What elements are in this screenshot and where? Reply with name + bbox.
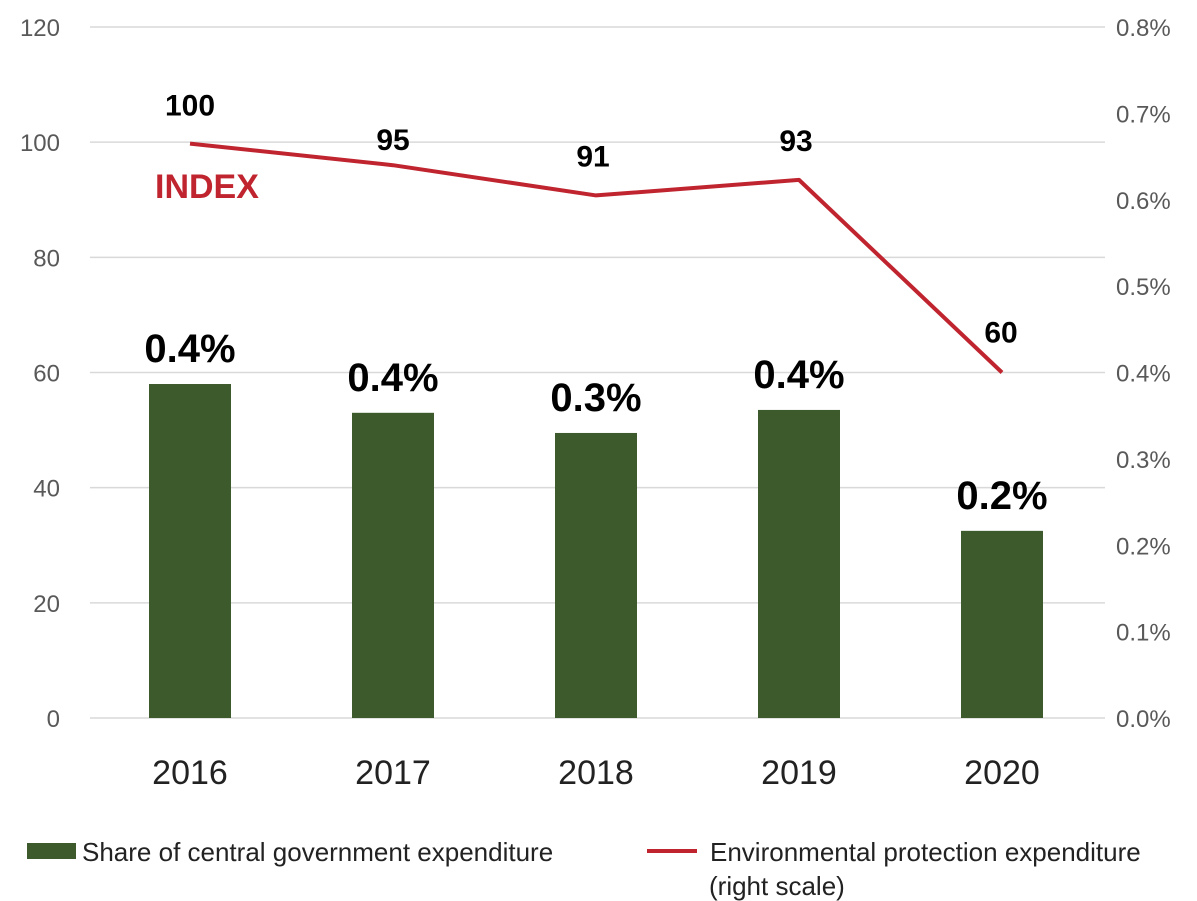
line-data-label: 95: [376, 124, 409, 157]
left-axis: 0 20 40 60 80 100 120: [20, 15, 60, 733]
x-tick-label: 2019: [761, 754, 837, 792]
legend: Share of central government expenditure …: [27, 837, 1141, 901]
line-data-label: 91: [576, 140, 609, 173]
y-right-tick-label: 0.7%: [1116, 101, 1171, 128]
y-right-tick-label: 0.1%: [1116, 620, 1171, 647]
legend-bar-label: Share of central government expenditure: [82, 837, 553, 867]
bar: [149, 384, 231, 718]
y-left-tick-label: 20: [33, 591, 60, 618]
x-tick-label: 2017: [355, 754, 431, 792]
y-right-tick-label: 0.3%: [1116, 447, 1171, 474]
bar: [961, 530, 1043, 718]
y-right-tick-label: 0.5%: [1116, 274, 1171, 301]
bar-data-label: 0.4%: [347, 356, 438, 400]
y-left-tick-label: 40: [33, 476, 60, 503]
legend-line-label: Environmental protection expenditure: [710, 837, 1141, 867]
x-tick-label: 2016: [152, 754, 228, 792]
line-data-label: 93: [779, 125, 812, 158]
line-series: 100 95 91 93 60: [165, 90, 1018, 374]
bar-data-label: 0.3%: [550, 376, 641, 420]
y-right-tick-label: 0.6%: [1116, 188, 1171, 215]
x-axis: 2016 2017 2018 2019 2020: [152, 754, 1040, 792]
bar-data-label: 0.4%: [753, 353, 844, 397]
legend-line-label-scale: (right scale): [709, 871, 845, 901]
index-annotation: INDEX: [155, 168, 259, 206]
x-tick-label: 2020: [964, 754, 1040, 792]
right-axis: 0.0% 0.1% 0.2% 0.3% 0.4% 0.5% 0.6% 0.7% 0.8%: [1116, 15, 1171, 733]
bar: [555, 432, 637, 718]
y-left-tick-label: 60: [33, 361, 60, 388]
y-left-tick-label: 100: [20, 130, 60, 157]
y-right-tick-label: 0.8%: [1116, 15, 1171, 42]
y-left-tick-label: 80: [33, 245, 60, 272]
line-data-label: 100: [165, 90, 215, 123]
legend-bar-swatch: [27, 843, 76, 859]
bar-series: 0.4% 0.4% 0.3% 0.4% 0.2%: [144, 327, 1048, 718]
bar-data-label: 0.2%: [956, 474, 1047, 518]
line-path: [189, 141, 1004, 374]
line-data-label: 60: [984, 317, 1017, 350]
y-right-tick-label: 0.2%: [1116, 533, 1171, 560]
y-right-tick-label: 0.0%: [1116, 706, 1171, 733]
bar: [352, 412, 434, 718]
x-tick-label: 2018: [558, 754, 634, 792]
bar: [758, 409, 840, 718]
y-left-tick-label: 0: [47, 706, 60, 733]
y-right-tick-label: 0.4%: [1116, 361, 1171, 388]
y-left-tick-label: 120: [20, 15, 60, 42]
bar-data-label: 0.4%: [144, 327, 235, 371]
